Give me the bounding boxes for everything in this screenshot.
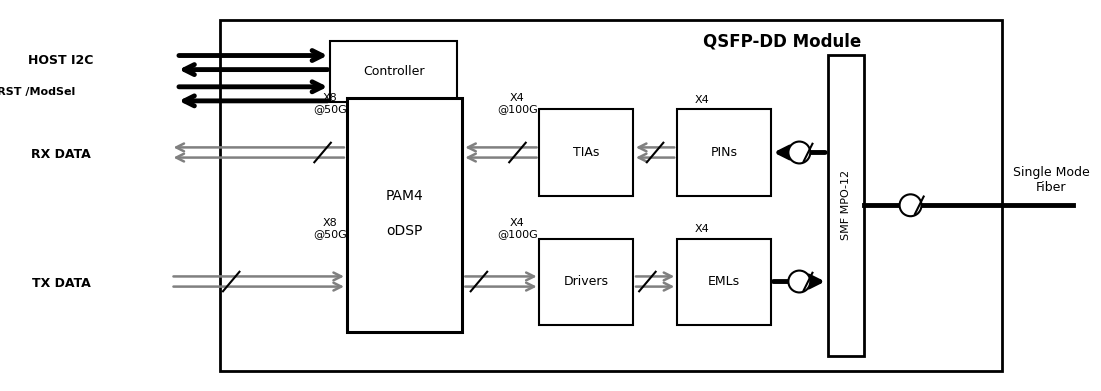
Text: X4
@100G: X4 @100G [497, 218, 538, 240]
Text: SMF MPO-12: SMF MPO-12 [841, 170, 851, 240]
Text: HOST I2C: HOST I2C [29, 54, 94, 67]
Text: INTL/LP /RST /ModSel: INTL/LP /RST /ModSel [0, 87, 75, 97]
Text: Single Mode
Fiber: Single Mode Fiber [1013, 166, 1090, 194]
Text: X4: X4 [695, 224, 710, 234]
Bar [539, 109, 633, 196]
Text: X8
@50G: X8 @50G [314, 218, 347, 240]
Text: TX DATA: TX DATA [32, 277, 90, 290]
Text: X4: X4 [695, 95, 710, 105]
Text: PAM4: PAM4 [385, 188, 424, 203]
Text: PINs: PINs [710, 146, 738, 159]
Ellipse shape [900, 194, 922, 216]
Text: X4
@100G: X4 @100G [497, 93, 538, 115]
Bar [677, 239, 771, 325]
Bar [347, 98, 462, 332]
Bar [330, 41, 457, 102]
Ellipse shape [788, 142, 810, 163]
Bar [677, 109, 771, 196]
Text: Drivers: Drivers [564, 275, 609, 288]
Bar [539, 239, 633, 325]
Text: TIAs: TIAs [574, 146, 599, 159]
Text: EMLs: EMLs [708, 275, 740, 288]
Text: X8
@50G: X8 @50G [314, 93, 347, 115]
Bar [220, 20, 1002, 371]
Ellipse shape [788, 271, 810, 292]
Text: Controller: Controller [363, 65, 424, 78]
Text: oDSP: oDSP [386, 224, 423, 238]
Bar [828, 55, 864, 356]
Text: QSFP-DD Module: QSFP-DD Module [702, 32, 861, 50]
Text: RX DATA: RX DATA [31, 148, 90, 161]
